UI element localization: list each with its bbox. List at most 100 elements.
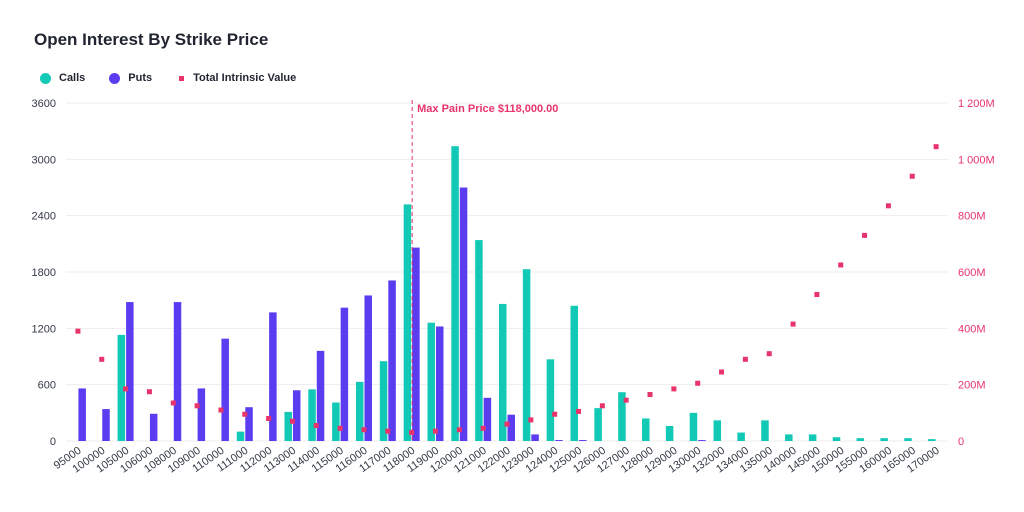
bar-puts: [459, 187, 468, 441]
point-intrinsic: [361, 427, 367, 433]
y-right-tick-label: 200M: [958, 380, 986, 392]
bar-calls: [332, 402, 340, 441]
point-intrinsic: [170, 400, 176, 406]
bar-calls: [904, 438, 912, 441]
point-intrinsic: [671, 386, 677, 392]
legend-label-calls: Calls: [59, 72, 86, 84]
point-intrinsic: [146, 389, 152, 395]
y-left-tick-label: 3000: [32, 154, 56, 166]
legend: Calls Puts Total Intrinsic Value: [40, 72, 320, 84]
bar-calls: [856, 438, 865, 441]
bar-calls: [355, 381, 364, 441]
max-pain-label: Max Pain Price $118,000.00: [417, 103, 558, 115]
bar-calls: [832, 437, 841, 441]
bar-puts: [483, 397, 492, 441]
y-right-tick-label: 800M: [958, 211, 986, 223]
y-left-tick-label: 1200: [32, 323, 56, 335]
bar-calls: [594, 408, 602, 441]
point-intrinsic: [504, 421, 510, 427]
point-intrinsic: [123, 386, 129, 392]
point-intrinsic: [576, 408, 582, 414]
bar-calls: [785, 434, 793, 441]
bar-puts: [316, 350, 325, 441]
bar-puts: [221, 338, 229, 441]
point-intrinsic: [814, 292, 820, 298]
point-intrinsic: [623, 397, 629, 403]
point-intrinsic: [289, 418, 295, 424]
point-intrinsic: [838, 262, 844, 268]
point-intrinsic: [719, 369, 725, 375]
point-intrinsic: [409, 430, 415, 436]
bar-calls: [546, 359, 555, 441]
y-left-tick-label: 1800: [32, 267, 56, 279]
y-left-tick-label: 0: [50, 436, 56, 448]
bar-calls: [308, 389, 316, 441]
bar-puts: [507, 414, 515, 441]
y-right-tick-label: 0: [958, 436, 964, 448]
point-intrinsic: [337, 425, 343, 431]
bar-puts: [364, 295, 372, 441]
point-intrinsic: [552, 411, 558, 417]
bar-puts: [412, 247, 420, 441]
point-intrinsic: [99, 356, 105, 362]
bar-calls: [403, 204, 412, 441]
legend-item-puts[interactable]: Puts: [109, 72, 152, 84]
y-right-tick-label: 1 200M: [958, 98, 995, 110]
bar-calls: [475, 240, 483, 441]
bar-puts: [245, 407, 253, 441]
bar-puts: [269, 312, 277, 441]
point-intrinsic: [313, 423, 319, 429]
point-intrinsic: [194, 403, 200, 409]
point-intrinsic: [742, 356, 748, 362]
point-intrinsic: [385, 428, 391, 434]
bar-calls: [236, 431, 245, 441]
bar-puts: [388, 280, 396, 441]
bar-puts: [197, 388, 206, 441]
bar-calls: [737, 432, 745, 441]
bar-calls: [665, 425, 674, 441]
legend-swatch-calls: [40, 72, 51, 84]
point-intrinsic: [599, 403, 605, 409]
legend-label-intrinsic: Total Intrinsic Value: [193, 72, 297, 84]
bar-puts: [126, 302, 134, 441]
bar-calls: [808, 434, 817, 441]
bar-calls: [880, 438, 888, 441]
point-intrinsic: [885, 203, 891, 209]
bar-calls: [379, 361, 388, 441]
bar-puts: [102, 409, 110, 441]
y-left-tick-label: 600: [38, 380, 56, 392]
bar-calls: [761, 420, 769, 441]
bar-calls: [689, 412, 698, 441]
legend-item-intrinsic[interactable]: Total Intrinsic Value: [176, 72, 296, 84]
bar-puts: [292, 390, 301, 441]
bar-calls: [642, 418, 650, 441]
point-intrinsic: [242, 411, 248, 417]
point-intrinsic: [647, 392, 653, 398]
bar-calls: [928, 439, 936, 441]
bar-calls: [618, 392, 626, 441]
point-intrinsic: [480, 425, 486, 431]
y-right-tick-label: 600M: [958, 267, 986, 279]
y-left-tick-label: 3600: [32, 98, 56, 110]
point-intrinsic: [862, 232, 868, 238]
point-intrinsic: [432, 428, 438, 434]
bar-puts: [555, 440, 563, 441]
point-intrinsic: [75, 328, 81, 334]
legend-swatch-puts: [109, 72, 121, 84]
legend-item-calls[interactable]: Calls: [40, 72, 85, 84]
bar-calls: [713, 420, 722, 441]
point-intrinsic: [933, 144, 939, 150]
bar-puts: [531, 434, 539, 441]
bar-calls: [117, 334, 126, 441]
legend-label-puts: Puts: [128, 72, 153, 84]
y-right-tick-label: 400M: [958, 323, 986, 335]
y-left-tick-label: 2400: [32, 211, 56, 223]
point-intrinsic: [456, 427, 462, 433]
bar-puts: [698, 440, 706, 441]
point-intrinsic: [695, 380, 701, 386]
point-intrinsic: [266, 415, 272, 421]
point-intrinsic: [790, 321, 796, 327]
bar-puts: [340, 307, 349, 441]
bar-calls: [284, 411, 292, 441]
